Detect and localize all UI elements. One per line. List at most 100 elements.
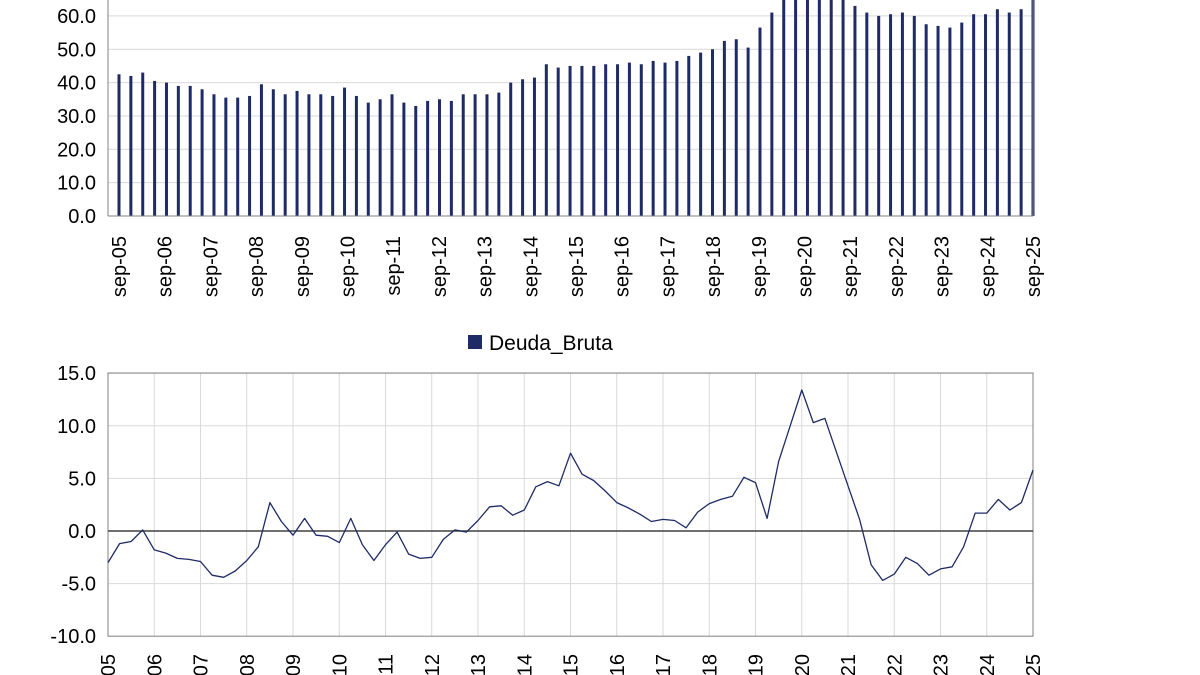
bar-y-tick-label: 30.0 [57, 106, 96, 128]
bar [687, 55, 691, 216]
bar [841, 0, 845, 216]
line-chart-x-tick-labels: 05 06 07 08 09 10 11 12 13 14 15 16 17 18 19 20 21 22 23 24… [98, 654, 1045, 675]
line-x-tick-label: 19 [746, 654, 768, 675]
bar [627, 62, 631, 217]
bar [782, 0, 786, 216]
bar [960, 22, 964, 216]
line-x-tick-label: 13 [468, 654, 490, 675]
bar [734, 39, 738, 217]
bar-x-tick-label: sep-22 [886, 236, 908, 297]
bar [544, 64, 548, 216]
bar [663, 62, 667, 217]
bar [449, 100, 453, 216]
bar [912, 15, 916, 217]
bar-chart-y-tick-labels: 0.0 10.0 20.0 30.0 40.0 50.0 60.0 [57, 6, 96, 228]
bar-y-tick-label: 60.0 [57, 6, 96, 28]
bar [224, 97, 228, 216]
line-x-tick-label: 21 [838, 654, 860, 675]
bar [604, 64, 608, 216]
line-y-tick-label: 15.0 [57, 363, 96, 385]
bar [497, 92, 501, 216]
line-x-tick-label: 12 [422, 654, 444, 675]
bar [461, 94, 465, 216]
bar [829, 0, 833, 216]
bar-x-tick-label: sep-11 [383, 236, 405, 296]
bar-x-tick-label: sep-07 [200, 236, 222, 297]
bar [995, 9, 999, 217]
line-x-tick-label: 09 [283, 654, 305, 675]
bar [722, 40, 726, 216]
bar [639, 64, 643, 216]
bar-x-tick-label: sep-12 [429, 236, 451, 297]
bar [117, 74, 121, 216]
bar [532, 77, 536, 216]
line-x-tick-label: 07 [191, 654, 213, 675]
bar [236, 97, 240, 216]
line-chart-series [107, 389, 1034, 582]
bar-x-tick-label: sep-24 [977, 236, 999, 297]
bar [711, 49, 715, 216]
bar [485, 94, 489, 216]
line-x-tick-label: 18 [699, 654, 721, 675]
bar [414, 105, 418, 216]
bar [426, 100, 430, 216]
bar [865, 12, 869, 216]
line-y-tick-label: -5.0 [62, 574, 96, 596]
bar-y-tick-label: 20.0 [57, 139, 96, 161]
line-x-tick-label: 17 [653, 654, 675, 675]
line-x-tick-label: 06 [144, 654, 166, 675]
bar [948, 27, 952, 217]
line-x-tick-label: 16 [607, 654, 629, 675]
bar [188, 85, 192, 216]
debt-bar-chart: 0.0 10.0 20.0 30.0 40.0 50.0 60.0 sep-05 sep-06… [57, 0, 1045, 297]
bar [556, 67, 560, 216]
bar-y-tick-label: 50.0 [57, 39, 96, 61]
bar-x-tick-label: sep-25 [1023, 236, 1045, 297]
bar [794, 0, 798, 216]
bar-x-tick-label: sep-23 [932, 236, 954, 297]
line-x-tick-label: 08 [237, 654, 259, 675]
bar [366, 102, 370, 216]
bar [805, 0, 809, 216]
line-x-tick-label: 10 [329, 654, 351, 675]
bar [248, 95, 252, 216]
line-y-tick-label: 0.0 [68, 521, 96, 543]
bar [176, 85, 180, 216]
bar [259, 84, 263, 216]
legend-swatch [468, 335, 482, 349]
bar-x-tick-label: sep-08 [246, 236, 268, 297]
line-x-tick-label: 05 [98, 654, 120, 675]
bar [521, 79, 525, 216]
line-x-tick-label: 20 [792, 654, 814, 675]
bar [212, 94, 216, 216]
bar [1007, 12, 1011, 216]
bar [924, 24, 928, 216]
bar [129, 75, 133, 217]
bar [972, 14, 976, 217]
bar [271, 89, 275, 216]
bar [758, 27, 762, 217]
bar [651, 60, 655, 216]
bar [936, 25, 940, 217]
bar [592, 65, 596, 216]
bar [509, 82, 513, 216]
bar [568, 65, 572, 216]
bar [817, 0, 821, 216]
bar-x-tick-label: sep-09 [292, 236, 314, 297]
line-x-tick-label: 11 [376, 654, 398, 675]
bar [877, 15, 881, 217]
line-chart-y-tick-labels: -10.0 -5.0 0.0 5.0 10.0 15.0 [50, 363, 96, 648]
bar [889, 14, 893, 217]
bar [437, 99, 441, 216]
bar-x-tick-label: sep-17 [657, 236, 679, 297]
bar [283, 94, 287, 216]
line-y-tick-label: -10.0 [50, 626, 96, 648]
bar [390, 94, 394, 216]
bar-chart-axes [107, 0, 1034, 217]
bar [580, 65, 584, 216]
bar [319, 94, 323, 216]
line-y-tick-label: 5.0 [68, 468, 96, 490]
line-x-tick-label: 23 [931, 654, 953, 675]
bar-x-tick-label: sep-10 [338, 236, 360, 297]
